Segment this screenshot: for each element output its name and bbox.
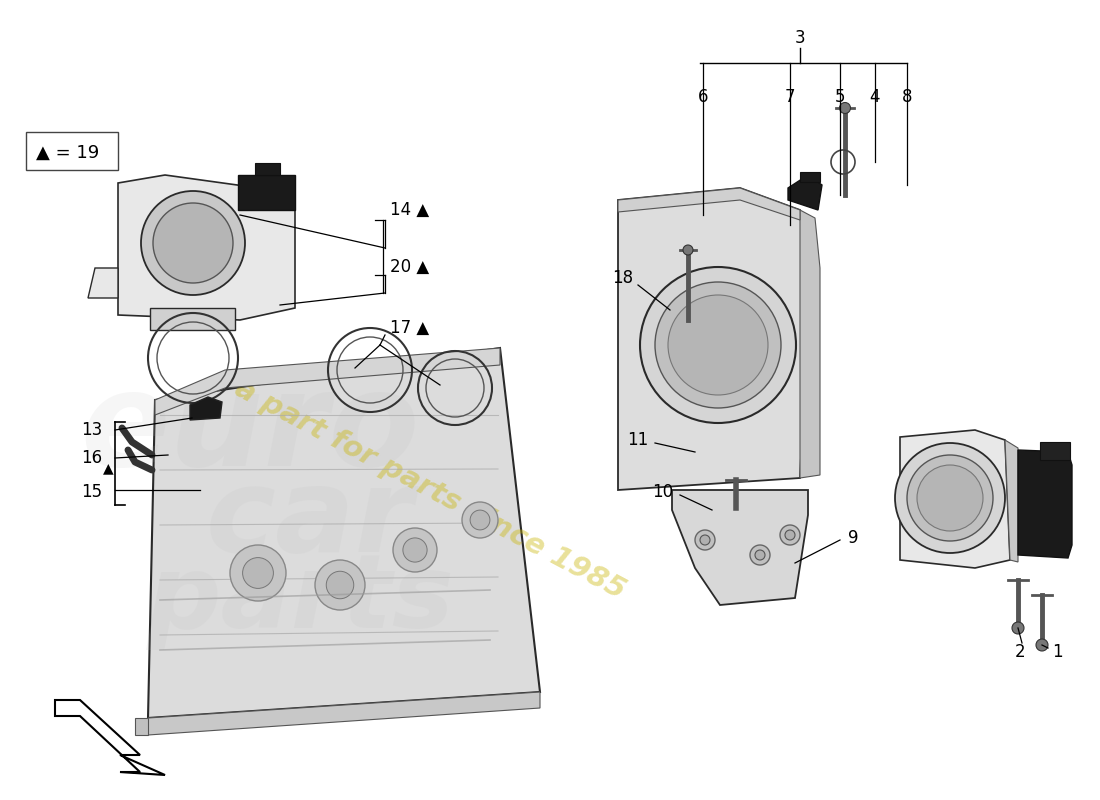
Circle shape	[755, 550, 764, 560]
Circle shape	[153, 203, 233, 283]
Circle shape	[908, 455, 993, 541]
Text: ▲: ▲	[102, 461, 113, 475]
Circle shape	[470, 510, 490, 530]
Text: 17 ▲: 17 ▲	[390, 319, 429, 337]
Circle shape	[780, 525, 800, 545]
Circle shape	[141, 191, 245, 295]
Circle shape	[315, 560, 365, 610]
Circle shape	[403, 538, 427, 562]
Polygon shape	[155, 348, 501, 415]
Circle shape	[1036, 639, 1048, 651]
Circle shape	[1012, 622, 1024, 634]
Text: parts: parts	[146, 550, 454, 650]
Polygon shape	[1018, 450, 1072, 558]
Text: 4: 4	[870, 88, 880, 106]
Polygon shape	[190, 397, 222, 420]
Text: 15: 15	[81, 483, 102, 501]
Circle shape	[668, 295, 768, 395]
Bar	[1040, 442, 1070, 460]
Circle shape	[683, 245, 693, 255]
Circle shape	[839, 102, 850, 114]
Circle shape	[917, 465, 983, 531]
Text: car: car	[206, 462, 414, 578]
Polygon shape	[118, 175, 295, 320]
Circle shape	[230, 545, 286, 601]
Circle shape	[393, 528, 437, 572]
Polygon shape	[55, 700, 165, 775]
Circle shape	[462, 502, 498, 538]
Polygon shape	[618, 188, 810, 490]
Text: 9: 9	[848, 529, 858, 547]
Circle shape	[700, 535, 710, 545]
Text: 11: 11	[627, 431, 648, 449]
Polygon shape	[150, 308, 235, 330]
Polygon shape	[800, 210, 820, 478]
Circle shape	[327, 571, 354, 598]
Text: euro: euro	[80, 366, 419, 494]
Text: 16: 16	[81, 449, 102, 467]
Text: 1: 1	[1052, 643, 1063, 661]
Text: 2: 2	[1014, 643, 1025, 661]
FancyBboxPatch shape	[26, 132, 118, 170]
Text: 3: 3	[794, 29, 805, 47]
Text: 14 ▲: 14 ▲	[390, 201, 429, 219]
Polygon shape	[148, 348, 540, 718]
Circle shape	[895, 443, 1005, 553]
Circle shape	[243, 558, 274, 589]
Circle shape	[750, 545, 770, 565]
Bar	[800, 172, 820, 182]
Polygon shape	[788, 175, 822, 210]
Text: a part for parts since 1985: a part for parts since 1985	[230, 374, 630, 606]
Circle shape	[640, 267, 796, 423]
Text: 20 ▲: 20 ▲	[390, 258, 429, 276]
Polygon shape	[900, 430, 1010, 568]
Circle shape	[695, 530, 715, 550]
Polygon shape	[135, 718, 149, 735]
Polygon shape	[618, 188, 800, 220]
Text: 5: 5	[835, 88, 845, 106]
Text: ▲ = 19: ▲ = 19	[36, 144, 99, 162]
Polygon shape	[238, 175, 295, 210]
Polygon shape	[672, 490, 808, 605]
Text: 13: 13	[80, 421, 102, 439]
Text: 8: 8	[902, 88, 912, 106]
Polygon shape	[1005, 440, 1018, 562]
Circle shape	[654, 282, 781, 408]
Text: 7: 7	[784, 88, 795, 106]
Polygon shape	[88, 268, 118, 298]
Bar	[255, 163, 280, 175]
Text: 18: 18	[612, 269, 632, 287]
Text: 6: 6	[697, 88, 708, 106]
Text: 10: 10	[652, 483, 673, 501]
Circle shape	[785, 530, 795, 540]
Polygon shape	[148, 692, 540, 735]
